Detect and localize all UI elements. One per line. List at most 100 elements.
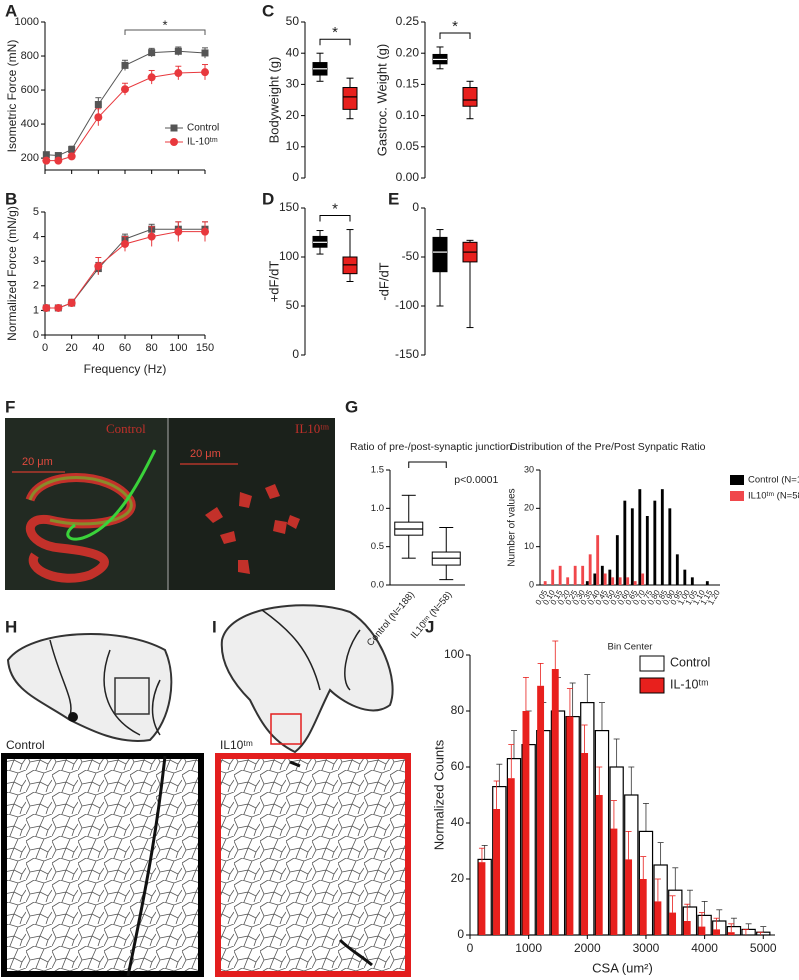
chart-title: Distribution of the Pre/Post Synpatic Ra…: [510, 441, 706, 453]
y-tick-label: 60: [451, 759, 465, 773]
y-axis-label: Normalized Counts: [431, 739, 446, 850]
marker: [42, 303, 51, 312]
y-tick-label: 400: [21, 118, 39, 130]
micrograph-f: 20 μm Control 20 μm IL10ᵗᵐ: [5, 418, 335, 590]
significance-bracket: [124, 29, 206, 35]
y-tick-label: 80: [451, 703, 465, 717]
marker: [147, 73, 156, 82]
y-axis-label: +dF/dT: [266, 261, 281, 303]
bar: [493, 809, 501, 935]
y-tick-label: 40: [286, 45, 300, 59]
y-axis-label: Isometric Force (mN): [5, 40, 19, 153]
bar: [611, 577, 615, 585]
marker: [174, 47, 182, 55]
significance-bracket: [319, 215, 351, 222]
bar: [593, 573, 597, 585]
bar: [551, 669, 559, 935]
y-tick-label: 2: [33, 280, 39, 292]
x-tick-label: 60: [119, 342, 131, 354]
marker: [121, 61, 129, 69]
y-axis-label: Gastroc. Weight (g): [374, 44, 389, 156]
bar: [690, 577, 694, 585]
y-tick-label: 0.00: [396, 170, 420, 184]
panel-letter: I: [212, 617, 217, 636]
bar: [573, 565, 577, 585]
box: [432, 236, 448, 273]
marker: [201, 68, 209, 77]
bar: [625, 859, 633, 935]
legend-label: Control (N=188): [748, 475, 799, 486]
bar: [756, 931, 771, 936]
y-tick-label: 5: [33, 206, 39, 218]
bar: [615, 535, 619, 585]
x-tick-label: 3000: [633, 941, 660, 955]
bar: [727, 932, 735, 935]
panel-letter: J: [425, 617, 434, 636]
bar: [610, 828, 618, 935]
scale-bar-label: 20 μm: [190, 448, 221, 460]
y-tick-label: 10: [524, 541, 534, 551]
legend-label: Control: [187, 123, 219, 134]
y-tick-label: 100: [279, 249, 299, 263]
bar: [558, 565, 562, 585]
bar: [600, 565, 604, 585]
panel-letter: H: [5, 617, 17, 636]
significance-label: p<0.0001: [454, 474, 498, 486]
panel-letter: B: [5, 189, 17, 208]
marker: [174, 227, 183, 236]
panel-letter: D: [262, 189, 274, 208]
scale-bar-label: 20 μm: [22, 456, 53, 468]
y-tick-label: -50: [402, 249, 420, 263]
y-tick-label: 30: [524, 464, 534, 474]
x-tick-label: 0: [42, 342, 48, 354]
y-tick-label: 100: [444, 647, 464, 661]
y-tick-label: 0.10: [396, 108, 420, 122]
x-axis-label: Bin Center: [608, 642, 653, 653]
y-tick-label: 0: [457, 927, 464, 941]
image-label: IL10ᵗᵐ: [220, 738, 253, 752]
marker: [121, 85, 129, 94]
x-tick-label: 100: [169, 342, 187, 354]
bar: [638, 489, 642, 585]
y-tick-label: 0.0: [371, 580, 384, 591]
y-tick-label: -150: [395, 347, 419, 361]
bar: [698, 926, 706, 935]
y-tick-label: 0.15: [396, 77, 420, 91]
x-tick-label: 20: [66, 342, 78, 354]
panel-letter: E: [388, 189, 399, 208]
bar: [618, 577, 622, 585]
y-tick-label: 1.5: [371, 465, 384, 476]
bar: [741, 928, 756, 936]
panel-letter: G: [345, 397, 358, 416]
box: [462, 87, 478, 107]
y-tick-label: 0: [529, 579, 534, 589]
bar: [581, 565, 585, 585]
y-tick-label: 0: [292, 170, 299, 184]
marker: [67, 299, 76, 308]
marker: [42, 151, 50, 159]
legend-swatch: [639, 677, 665, 694]
bar: [596, 535, 600, 585]
bar: [645, 516, 649, 585]
significance-bracket: [408, 461, 447, 468]
bar: [683, 569, 687, 585]
y-tick-label: 30: [286, 77, 300, 91]
y-tick-label: 600: [21, 84, 39, 96]
x-axis-label: CSA (um²): [592, 960, 653, 975]
marker: [94, 262, 103, 271]
image-label: Control: [106, 421, 146, 436]
y-tick-label: 0.5: [371, 541, 384, 552]
significance-bracket: [439, 32, 471, 39]
bar: [654, 901, 662, 935]
x-tick-label: 4000: [691, 941, 718, 955]
y-tick-label: 50: [286, 14, 300, 28]
y-tick-label: 10: [286, 139, 300, 153]
marker: [54, 303, 63, 312]
marker: [42, 156, 51, 165]
marker: [67, 152, 76, 161]
marker: [201, 49, 209, 57]
bar: [623, 500, 627, 585]
marker: [94, 113, 103, 122]
bar: [669, 912, 677, 935]
bar: [603, 573, 607, 585]
